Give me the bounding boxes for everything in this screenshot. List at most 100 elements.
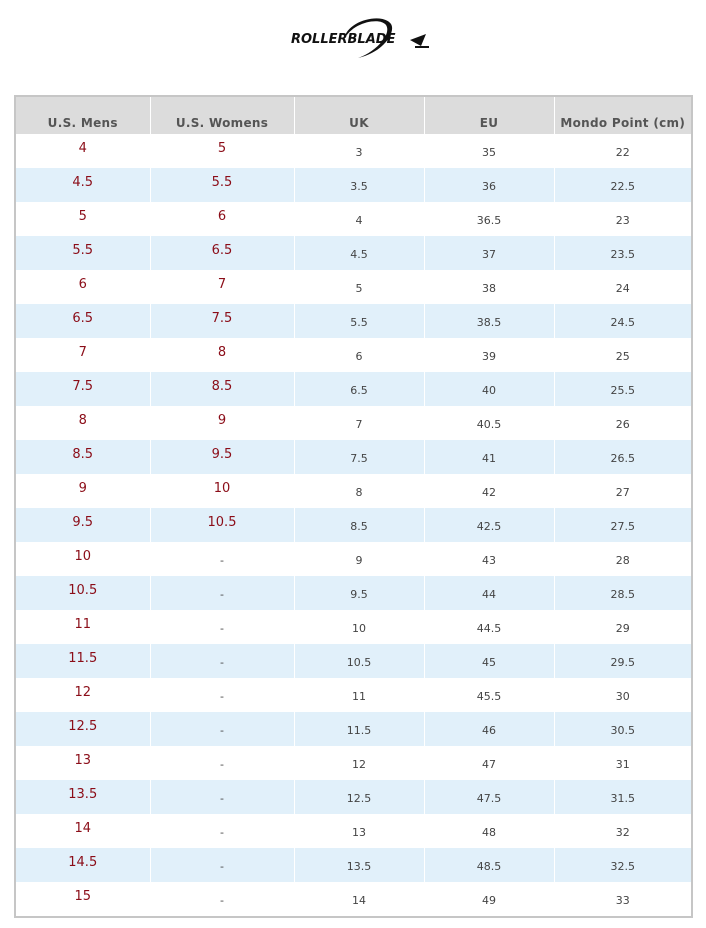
cell-us-womens: 5 xyxy=(149,134,294,168)
cell-value: 30 xyxy=(615,689,630,703)
cell-value: 25 xyxy=(615,349,630,363)
cell-value: - xyxy=(220,757,224,771)
cell-mondo-point: 32 xyxy=(553,814,691,848)
cell-mondo-point: 25.5 xyxy=(553,372,691,406)
cell-mondo-point: 29.5 xyxy=(553,644,691,678)
cell-us-womens: 8 xyxy=(149,338,294,372)
cell-value: 6.5 xyxy=(350,383,368,397)
cell-value: 44 xyxy=(482,587,496,601)
cell-eu: 49 xyxy=(423,882,554,916)
cell-value: 4.5 xyxy=(72,174,94,190)
cell-value: 11.5 xyxy=(346,723,372,737)
cell-value: 3.5 xyxy=(350,179,368,193)
cell-uk: 10 xyxy=(293,610,424,644)
cell-value: 6 xyxy=(217,208,227,224)
cell-value: 6 xyxy=(78,276,87,292)
cell-value: 11 xyxy=(74,616,92,632)
table-row: 12 - 11 45.5 30 xyxy=(16,678,691,712)
table-row: 6.5 7.5 5.5 38.5 24.5 xyxy=(16,304,691,338)
cell-value: 5.5 xyxy=(211,174,233,190)
cell-us-womens: 10 xyxy=(149,474,294,508)
cell-value: 10 xyxy=(352,621,366,635)
cell-value: 8 xyxy=(355,485,363,499)
cell-value: 13.5 xyxy=(346,859,372,873)
cell-value: 8.5 xyxy=(211,378,233,394)
cell-value: 12 xyxy=(74,684,92,700)
cell-value: 7 xyxy=(78,344,87,360)
cell-value: 32.5 xyxy=(610,859,636,873)
cell-value: 39 xyxy=(482,349,496,363)
cell-value: 44.5 xyxy=(476,621,502,635)
cell-us-womens: - xyxy=(149,848,294,882)
table-row: 12.5 - 11.5 46 30.5 xyxy=(16,712,691,746)
cell-us-womens: - xyxy=(149,678,294,712)
cell-eu: 38 xyxy=(423,270,554,304)
cell-us-mens: 10.5 xyxy=(16,576,150,610)
table-row: 5 6 4 36.5 23 xyxy=(16,202,691,236)
cell-uk: 12 xyxy=(293,746,424,780)
header-uk: UK xyxy=(293,97,424,134)
cell-value: 8 xyxy=(78,412,87,428)
cell-value: 4 xyxy=(78,140,87,156)
cell-mondo-point: 28.5 xyxy=(553,576,691,610)
cell-value: 45.5 xyxy=(476,689,502,703)
cell-value: 28.5 xyxy=(610,587,636,601)
size-chart: U.S. Mens U.S. Womens UK EU Mondo Point … xyxy=(14,95,693,918)
table-row: 15 - 14 49 33 xyxy=(16,882,691,916)
cell-value: 28 xyxy=(615,553,630,567)
cell-mondo-point: 30.5 xyxy=(553,712,691,746)
cell-value: 3 xyxy=(355,145,363,159)
cell-value: 42 xyxy=(482,485,496,499)
cell-us-mens: 10 xyxy=(16,542,150,576)
cell-uk: 9.5 xyxy=(293,576,424,610)
cell-value: - xyxy=(220,723,224,737)
table-row: 13 - 12 47 31 xyxy=(16,746,691,780)
cell-value: 47 xyxy=(482,757,496,771)
table-row: 11 - 10 44.5 29 xyxy=(16,610,691,644)
cell-eu: 42.5 xyxy=(423,508,554,542)
cell-value: 10 xyxy=(74,548,92,564)
table-row: 7.5 8.5 6.5 40 25.5 xyxy=(16,372,691,406)
cell-us-mens: 8.5 xyxy=(16,440,150,474)
table-row: 7 8 6 39 25 xyxy=(16,338,691,372)
cell-value: 23 xyxy=(615,213,630,227)
cell-us-mens: 8 xyxy=(16,406,150,440)
header-us-womens: U.S. Womens xyxy=(149,97,294,134)
cell-eu: 43 xyxy=(423,542,554,576)
cell-value: 4 xyxy=(355,213,363,227)
cell-value: 9.5 xyxy=(211,446,233,462)
cell-uk: 5.5 xyxy=(293,304,424,338)
cell-value: 36.5 xyxy=(476,213,502,227)
cell-mondo-point: 33 xyxy=(553,882,691,916)
cell-us-womens: - xyxy=(149,882,294,916)
cell-value: 5.5 xyxy=(350,315,368,329)
header-row: U.S. Mens U.S. Womens UK EU Mondo Point … xyxy=(16,97,691,134)
cell-value: 13.5 xyxy=(68,786,98,802)
cell-value: - xyxy=(220,655,224,669)
cell-us-mens: 14.5 xyxy=(16,848,150,882)
cell-value: - xyxy=(220,791,224,805)
cell-value: 10.5 xyxy=(68,582,98,598)
cell-value: 12 xyxy=(352,757,366,771)
cell-value: 6 xyxy=(355,349,363,363)
cell-us-mens: 13 xyxy=(16,746,150,780)
cell-eu: 41 xyxy=(423,440,554,474)
cell-value: 9 xyxy=(217,412,227,428)
cell-us-womens: - xyxy=(149,746,294,780)
cell-uk: 7.5 xyxy=(293,440,424,474)
cell-value: 48.5 xyxy=(476,859,502,873)
cell-eu: 48 xyxy=(423,814,554,848)
cell-us-womens: 7.5 xyxy=(149,304,294,338)
cell-eu: 46 xyxy=(423,712,554,746)
cell-mondo-point: 25 xyxy=(553,338,691,372)
cell-value: 38 xyxy=(482,281,496,295)
cell-us-womens: 8.5 xyxy=(149,372,294,406)
header-eu: EU xyxy=(423,97,554,134)
cell-mondo-point: 26.5 xyxy=(553,440,691,474)
cell-uk: 4.5 xyxy=(293,236,424,270)
table-row: 4 5 3 35 22 xyxy=(16,134,691,168)
cell-value: 9 xyxy=(355,553,363,567)
cell-value: 9.5 xyxy=(72,514,94,530)
cell-value: 6.5 xyxy=(211,242,233,258)
cell-us-mens: 12.5 xyxy=(16,712,150,746)
